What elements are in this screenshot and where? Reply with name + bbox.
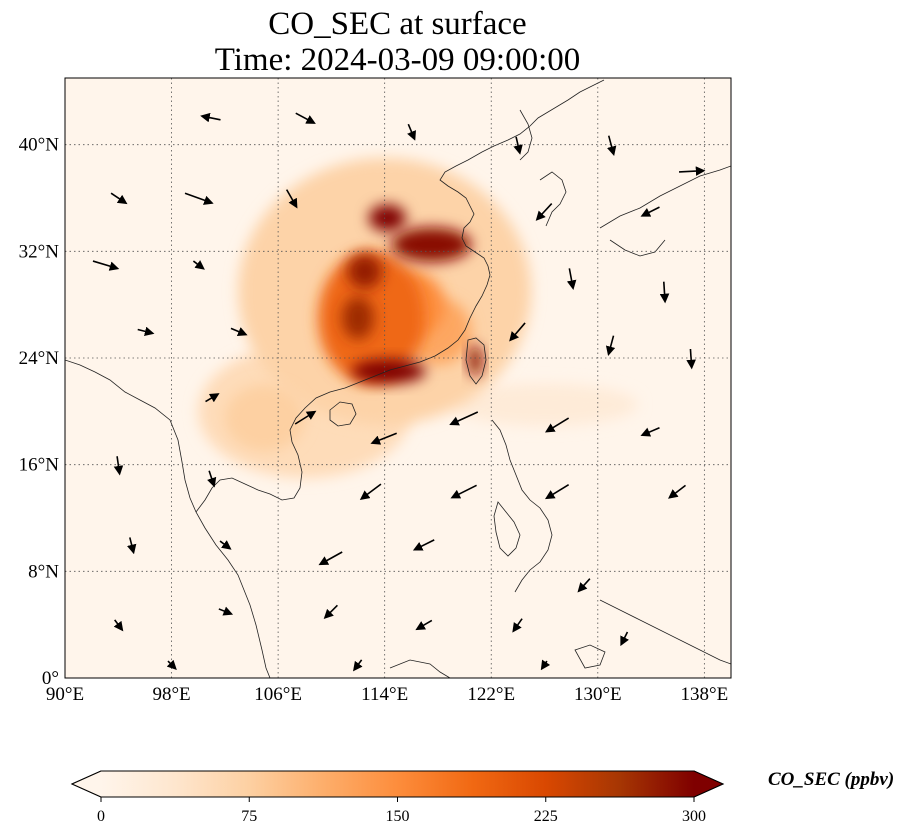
colorbar-tick-label: 225 bbox=[534, 808, 558, 825]
wind-arrow bbox=[512, 618, 523, 633]
concentration-patch bbox=[342, 296, 375, 340]
wind-arrow bbox=[294, 410, 317, 425]
lat-tick-label: 40°N bbox=[19, 135, 60, 156]
wind-vectors bbox=[92, 112, 706, 672]
wind-arrow bbox=[285, 189, 298, 209]
wind-arrow bbox=[92, 260, 120, 271]
concentration-patch bbox=[391, 227, 472, 262]
wind-arrow bbox=[412, 539, 435, 551]
wind-arrow bbox=[544, 417, 570, 433]
wind-arrow bbox=[230, 327, 248, 336]
wind-arrow bbox=[207, 470, 217, 488]
wind-arrow bbox=[679, 166, 706, 176]
concentration-patch bbox=[468, 344, 482, 377]
lon-tick-label: 138°E bbox=[681, 684, 729, 705]
wind-arrow bbox=[450, 484, 477, 499]
wind-arrow bbox=[605, 335, 616, 356]
wind-arrow bbox=[295, 112, 316, 124]
wind-arrow bbox=[113, 456, 124, 476]
wind-arrow bbox=[659, 281, 670, 304]
wind-arrow bbox=[577, 578, 591, 593]
wind-arrow bbox=[449, 411, 479, 426]
wind-arrow bbox=[415, 619, 433, 631]
wind-arrow bbox=[137, 326, 155, 337]
wind-arrow bbox=[513, 136, 523, 155]
wind-arrow bbox=[407, 123, 416, 141]
lat-tick-labels: 0° 8°N 16°N 24°N 32°N 40°N bbox=[19, 135, 60, 689]
wind-arrow bbox=[607, 135, 617, 156]
colorbar-extend-max bbox=[694, 771, 723, 797]
wind-arrow bbox=[323, 604, 338, 620]
lon-tick-label: 90°E bbox=[46, 684, 84, 705]
wind-arrow bbox=[540, 659, 551, 671]
map-frame bbox=[64, 77, 732, 679]
wind-arrow bbox=[535, 202, 553, 221]
wind-arrow bbox=[370, 432, 397, 445]
map-panel[interactable] bbox=[64, 77, 732, 679]
wind-arrow bbox=[200, 112, 221, 123]
colorbar-gradient bbox=[101, 771, 694, 797]
colorbar: 0 75 150 225 300 bbox=[70, 770, 725, 825]
wind-arrow bbox=[110, 192, 128, 205]
lat-tick-label: 24°N bbox=[19, 348, 60, 369]
coastlines bbox=[65, 79, 731, 678]
wind-arrow bbox=[640, 426, 660, 437]
lat-tick-label: 8°N bbox=[28, 561, 59, 582]
concentration-patch bbox=[368, 204, 406, 232]
wind-arrow bbox=[509, 322, 526, 342]
wind-arrow bbox=[353, 659, 363, 672]
wind-arrow bbox=[620, 631, 629, 647]
wind-arrow bbox=[668, 484, 687, 499]
lon-tick-label: 114°E bbox=[361, 684, 408, 705]
colorbar-label: CO_SEC (ppbv) bbox=[768, 769, 895, 790]
wind-arrow bbox=[192, 260, 205, 270]
concentration-patch bbox=[351, 359, 426, 384]
concentration-patch bbox=[347, 254, 383, 289]
wind-arrow bbox=[184, 192, 214, 205]
wind-arrow bbox=[126, 537, 137, 555]
lon-tick-label: 122°E bbox=[467, 684, 515, 705]
wind-arrow bbox=[359, 483, 382, 500]
colorbar-tick-label: 75 bbox=[241, 808, 257, 825]
wind-arrow bbox=[566, 268, 577, 290]
colorbar-tick-label: 300 bbox=[682, 808, 706, 825]
concentration-patch bbox=[451, 383, 638, 426]
colorbar-extend-min bbox=[72, 771, 101, 797]
colorbar-ticks: 0 75 150 225 300 bbox=[97, 797, 706, 825]
wind-arrow bbox=[218, 606, 234, 616]
lon-tick-label: 106°E bbox=[254, 684, 302, 705]
wind-arrow bbox=[318, 551, 343, 566]
wind-arrow bbox=[219, 540, 232, 550]
wind-arrow bbox=[686, 348, 696, 370]
colorbar-tick-label: 0 bbox=[97, 808, 105, 825]
wind-arrow bbox=[640, 206, 660, 217]
graticule bbox=[65, 78, 731, 678]
lon-tick-label: 98°E bbox=[152, 684, 190, 705]
colorbar-tick-label: 150 bbox=[386, 808, 410, 825]
lat-tick-label: 32°N bbox=[19, 241, 60, 262]
concentration-patch bbox=[224, 384, 305, 452]
map-title: CO_SEC at surface bbox=[268, 6, 527, 42]
lon-tick-labels: 90°E 98°E 106°E 114°E 122°E 130°E 138°E bbox=[46, 684, 728, 705]
wind-arrow bbox=[166, 659, 177, 670]
wind-arrow bbox=[113, 619, 124, 632]
lat-tick-label: 0° bbox=[42, 668, 59, 689]
map-subtitle-time: Time: 2024-03-09 09:00:00 bbox=[214, 42, 581, 78]
lat-tick-label: 16°N bbox=[19, 455, 60, 476]
wind-arrow bbox=[205, 393, 220, 403]
lon-tick-label: 130°E bbox=[574, 684, 622, 705]
wind-arrow bbox=[544, 484, 570, 500]
